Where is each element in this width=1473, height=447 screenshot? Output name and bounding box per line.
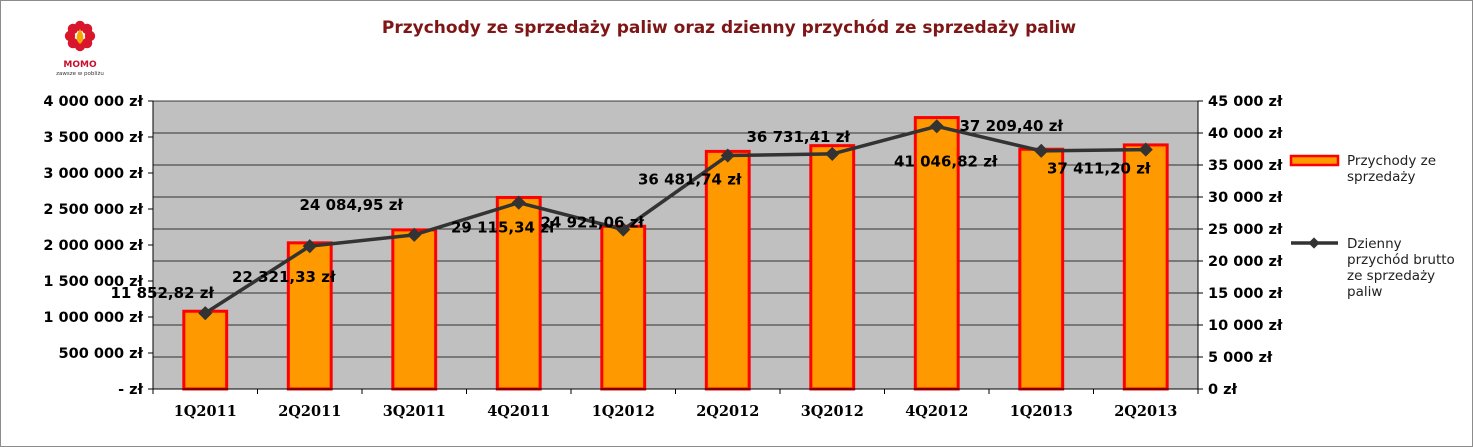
- line-data-label: 37 411,20 zł: [1047, 160, 1151, 178]
- category-label: 1Q2013: [1010, 403, 1073, 420]
- left-tick-label: 2 500 000 zł: [43, 202, 143, 218]
- line-data-label: 36 481,74 zł: [638, 171, 742, 189]
- category-label: 2Q2011: [278, 403, 341, 420]
- right-tick-label: 40 000 zł: [1208, 126, 1283, 142]
- right-axis-ticks: 0 zł 5 000 zł 10 000 zł 15 000 zł 20 000 zł 2…: [1198, 94, 1283, 398]
- left-tick-label: 3 500 000 zł: [43, 130, 143, 146]
- line-marker: [302, 239, 317, 254]
- right-tick-label: 5 000 zł: [1208, 350, 1273, 366]
- category-label: 3Q2012: [801, 403, 864, 420]
- line-marker: [1034, 143, 1049, 158]
- category-label: 1Q2012: [592, 403, 655, 420]
- line-data-label: 24 921,06 zł: [541, 214, 645, 232]
- right-tick-label: 45 000 zł: [1208, 94, 1283, 110]
- line-data-label: 36 731,41 zł: [747, 128, 851, 146]
- line-marker: [720, 148, 735, 163]
- legend-label-line: Dzienny: [1347, 236, 1402, 252]
- legend-swatch-marker: [1308, 237, 1320, 249]
- right-tick-label: 20 000 zł: [1208, 254, 1283, 270]
- line-marker: [407, 227, 422, 242]
- left-tick-label: 1 500 000 zł: [43, 274, 143, 290]
- legend-label-line: paliw: [1347, 284, 1382, 300]
- line-data-label: 11 852,82 zł: [111, 284, 215, 302]
- line-marker: [825, 146, 840, 161]
- bar: [600, 224, 647, 391]
- data-labels: 11 852,82 zł 22 321,33 zł 24 084,95 zł 29 1…: [111, 117, 1151, 302]
- right-tick-label: 0 zł: [1208, 382, 1238, 398]
- line-marker: [511, 195, 526, 210]
- category-label: 4Q2012: [905, 403, 968, 420]
- right-tick-label: 30 000 zł: [1208, 190, 1283, 206]
- line-marker: [1138, 142, 1153, 157]
- line-data-label: 41 046,82 zł: [894, 152, 998, 170]
- legend-label-bar: sprzedaży: [1347, 169, 1415, 185]
- left-tick-label: 4 000 000 zł: [43, 94, 143, 110]
- legend-label-bar: Przychody ze: [1347, 153, 1436, 169]
- line-marker: [929, 119, 944, 134]
- line-series: [198, 119, 1153, 321]
- category-label: 2Q2012: [696, 403, 759, 420]
- line-data-label: 22 321,33 zł: [232, 268, 336, 286]
- bar: [182, 309, 229, 391]
- flower-petal: [81, 23, 93, 35]
- category-label: 3Q2011: [383, 403, 446, 420]
- line-data-label: 24 084,95 zł: [300, 196, 404, 214]
- left-tick-label: - zł: [118, 382, 144, 398]
- left-tick-label: 3 000 000 zł: [43, 166, 143, 182]
- line-marker: [616, 222, 631, 237]
- flower-icon: [64, 20, 96, 52]
- right-tick-label: 35 000 zł: [1208, 158, 1283, 174]
- bar: [1018, 147, 1065, 391]
- right-tick-label: 25 000 zł: [1208, 222, 1283, 238]
- logo-brand: MOMO: [63, 60, 97, 70]
- left-axis-ticks: - zł 500 000 zł 1 000 000 zł 1 500 000 zł 2 …: [43, 94, 153, 398]
- legend-label-line: ze sprzedaży: [1347, 268, 1435, 284]
- line-data-label: 37 209,40 zł: [960, 117, 1064, 135]
- line-path: [204, 124, 1146, 315]
- x-axis-ticks: 1Q2011 2Q2011 3Q2011 4Q2011 1Q2012 2Q2012 3Q20…: [174, 403, 1178, 420]
- category-label: 4Q2011: [487, 403, 550, 420]
- line-marker: [198, 306, 213, 321]
- left-tick-label: 2 000 000 zł: [43, 238, 143, 254]
- momo-logo: MOMO zawsze w pobliżu: [56, 20, 104, 77]
- bar: [1122, 143, 1169, 391]
- right-tick-label: 10 000 zł: [1208, 318, 1283, 334]
- bar: [391, 228, 438, 391]
- right-tick-label: 15 000 zł: [1208, 286, 1283, 302]
- bar: [286, 241, 333, 391]
- bar: [809, 144, 856, 391]
- flower-drop: [76, 29, 84, 44]
- left-tick-label: 1 000 000 zł: [43, 310, 143, 326]
- legend-swatch-bar: [1289, 154, 1340, 167]
- logo-tagline: zawsze w pobliżu: [56, 71, 104, 77]
- chart-title: Przychody ze sprzedaży paliw oraz dzienn…: [382, 18, 1076, 38]
- left-tick-label: 500 000 zł: [59, 346, 144, 362]
- category-label: 2Q2013: [1114, 403, 1177, 420]
- legend-label-line: przychód brutto: [1347, 252, 1455, 268]
- line-data-label: 29 115,34 zł: [451, 219, 555, 237]
- category-label: 1Q2011: [174, 403, 237, 420]
